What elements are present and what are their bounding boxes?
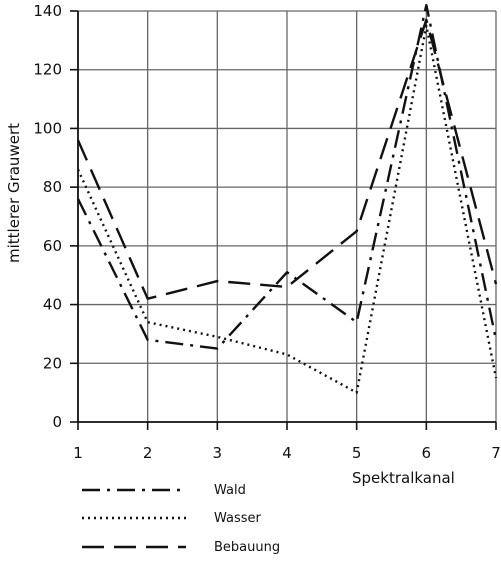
series-lines [76, 3, 498, 394]
legend-label-bebauung: Bebauung [214, 540, 280, 555]
legend: Wald Wasser Bebauung [82, 483, 280, 555]
x-tick-label: 7 [491, 444, 501, 462]
series-line-wald [76, 3, 498, 350]
y-tick-label: 20 [43, 354, 62, 372]
y-axis-label: mittlerer Grauwert [5, 123, 23, 263]
x-tick-label: 4 [282, 444, 292, 462]
x-tick-label: 5 [352, 444, 362, 462]
y-tick-labels: 0 20 40 60 80 100 120 140 [33, 2, 62, 431]
y-tick-label: 80 [43, 178, 62, 196]
axes [70, 10, 497, 430]
x-tick-label: 6 [422, 444, 432, 462]
x-tick-label: 1 [73, 444, 83, 462]
legend-label-wald: Wald [214, 483, 246, 498]
y-tick-label: 40 [43, 296, 62, 314]
legend-label-wasser: Wasser [214, 511, 262, 526]
grid-lines [78, 10, 497, 422]
series-line-bebauung [76, 18, 498, 300]
series-line-wasser [76, 24, 498, 394]
y-tick-label: 120 [33, 61, 62, 79]
y-tick-label: 100 [33, 119, 62, 137]
y-tick-label: 60 [43, 237, 62, 255]
x-tick-label: 3 [213, 444, 223, 462]
y-tick-label: 140 [33, 2, 62, 20]
x-axis-label: Spektralkanal [352, 469, 455, 487]
x-tick-label: 2 [143, 444, 153, 462]
y-tick-label: 0 [52, 413, 62, 431]
x-tick-labels: 1 2 3 4 5 6 7 [73, 444, 501, 462]
